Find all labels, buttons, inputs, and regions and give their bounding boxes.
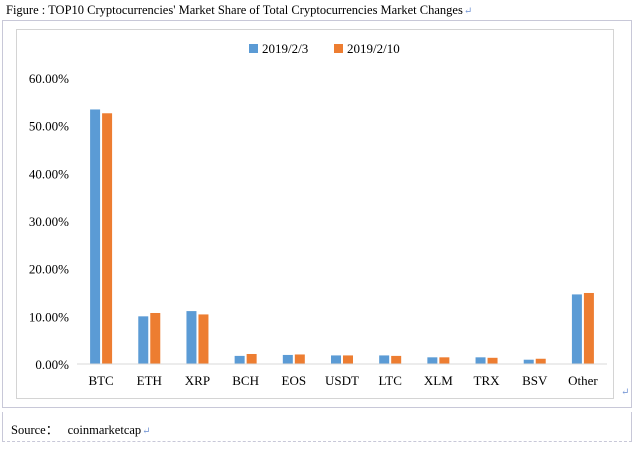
legend-swatch-series-1: [249, 44, 258, 53]
x-tick-label: XLM: [424, 373, 453, 388]
x-tick-label: EOS: [282, 373, 307, 388]
bar-chart: 2019/2/3 2019/2/10 0.00% 10.00% 20.00% 30.0…: [29, 41, 607, 388]
x-tick-label: BCH: [232, 373, 259, 388]
bar-trx-series-2: [487, 357, 498, 364]
x-tick-label: Other: [568, 373, 598, 388]
bar-xlm-series-2: [439, 357, 450, 364]
x-tick-label: BTC: [88, 373, 113, 388]
source-row: Source： coinmarketcap↵: [2, 412, 632, 442]
bar-eth-series-2: [150, 312, 161, 364]
bar-xlm-series-1: [427, 357, 438, 364]
y-tick-label: 0.00%: [35, 357, 69, 372]
bar-other-series-1: [571, 294, 582, 364]
x-axis: BTC ETH XRP BCH EOS USDT LTC XLM TRX BSV Other: [88, 373, 598, 388]
x-tick-label: USDT: [325, 373, 359, 388]
bar-eos-series-2: [294, 354, 305, 364]
y-tick-label: 30.00%: [29, 214, 69, 229]
bar-btc-series-2: [102, 113, 113, 364]
bar-other-series-2: [583, 292, 594, 364]
legend-label-series-2: 2019/2/10: [347, 41, 400, 56]
bar-series: [90, 109, 594, 365]
legend-swatch-series-2: [334, 44, 343, 53]
bar-trx-series-1: [475, 357, 486, 364]
bar-xrp-series-1: [186, 311, 197, 364]
bar-bsv-series-2: [535, 358, 546, 364]
bar-bch-series-1: [234, 355, 245, 364]
return-mark-icon: ↵: [463, 6, 473, 17]
return-mark-icon: ↵: [621, 387, 630, 398]
chart-legend: 2019/2/3 2019/2/10: [249, 41, 400, 56]
bar-eth-series-1: [138, 316, 149, 364]
x-tick-label: TRX: [474, 373, 501, 388]
source-label: Source：: [11, 423, 59, 437]
y-tick-label: 50.00%: [29, 119, 69, 134]
bar-xrp-series-2: [198, 314, 209, 364]
bar-usdt-series-1: [331, 355, 341, 364]
y-axis: 0.00% 10.00% 20.00% 30.00% 40.00% 50.00% 60.00…: [29, 71, 69, 372]
x-tick-label: LTC: [379, 373, 402, 388]
x-tick-label: ETH: [137, 373, 162, 388]
y-tick-label: 20.00%: [29, 262, 69, 277]
source-value: coinmarketcap: [67, 423, 142, 437]
y-tick-label: 40.00%: [29, 166, 69, 181]
return-mark-icon: ↵: [142, 426, 151, 437]
figure-frame: [2, 20, 632, 408]
bar-bsv-series-1: [523, 359, 534, 364]
bar-btc-series-1: [90, 109, 101, 365]
bar-eos-series-1: [282, 354, 293, 364]
figure-caption: Figure : TOP10 Cryptocurrencies' Market …: [6, 3, 472, 18]
x-tick-label: BSV: [522, 373, 548, 388]
bar-ltc-series-1: [379, 355, 390, 364]
legend-label-series-1: 2019/2/3: [262, 41, 308, 56]
chart-area: 2019/2/3 2019/2/10 0.00% 10.00% 20.00% 30.0…: [16, 29, 614, 399]
x-tick-label: XRP: [185, 373, 210, 388]
y-tick-label: 60.00%: [29, 71, 69, 86]
bar-usdt-series-2: [343, 355, 353, 364]
bar-bch-series-2: [246, 353, 257, 364]
bar-ltc-series-2: [391, 355, 402, 364]
figure-caption-text: Figure : TOP10 Cryptocurrencies' Market …: [6, 3, 463, 17]
source-line: Source： coinmarketcap↵: [11, 419, 151, 438]
y-tick-label: 10.00%: [29, 309, 69, 324]
